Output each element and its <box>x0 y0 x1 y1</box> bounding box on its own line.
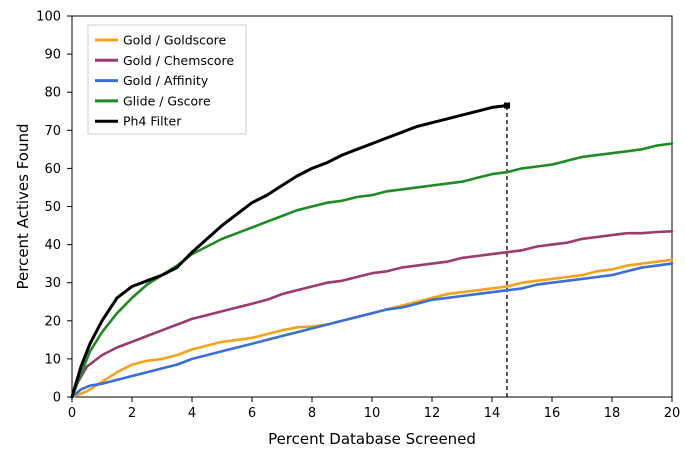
x-axis-title: Percent Database Screened <box>268 430 476 448</box>
x-tick-label: 20 <box>664 406 681 421</box>
line-chart: 01020304050607080901000 2 4 6 8 10 12 14 16 18 20 … <box>0 0 685 461</box>
y-tick-label: 70 <box>44 124 61 139</box>
y-tick-label: 30 <box>44 276 61 291</box>
legend-label: Gold / Affinity <box>123 73 209 88</box>
legend-label: Glide / Gscore <box>123 93 211 108</box>
x-tick-label: 14 <box>484 406 501 421</box>
legend-label: Gold / Chemscore <box>123 53 234 68</box>
legend-label: Gold / Goldscore <box>123 33 227 48</box>
series-line-ph4-filter <box>72 106 507 398</box>
x-tick-label: 12 <box>424 406 441 421</box>
legend: Gold / Goldscore Gold / Chemscore Gold / A… <box>88 25 246 134</box>
x-tick-label: 16 <box>544 406 561 421</box>
y-axis-title: Percent Actives Found <box>14 124 32 290</box>
series-line-gold-goldscore <box>72 260 672 397</box>
y-tick-label: 80 <box>44 86 61 101</box>
x-tick-label: 10 <box>364 406 381 421</box>
legend-label: Ph4 Filter <box>123 114 182 129</box>
x-tick-label: 18 <box>604 406 621 421</box>
x-tick-label: 0 <box>68 406 76 421</box>
y-tick-label: 40 <box>44 238 61 253</box>
x-tick-label: 2 <box>128 406 136 421</box>
y-tick-label: 60 <box>44 162 61 177</box>
series-group <box>72 103 672 397</box>
y-tick-label: 90 <box>44 48 61 63</box>
y-tick-label: 100 <box>36 10 61 25</box>
y-tick-label: 50 <box>44 200 61 215</box>
y-tick-label: 0 <box>53 391 61 406</box>
y-tick-label: 20 <box>44 314 61 329</box>
y-tick-label: 10 <box>44 352 61 367</box>
series-endpoint-marker <box>504 103 510 109</box>
x-tick-label: 8 <box>308 406 316 421</box>
x-tick-label: 4 <box>188 406 196 421</box>
x-tick-label: 6 <box>248 406 256 421</box>
